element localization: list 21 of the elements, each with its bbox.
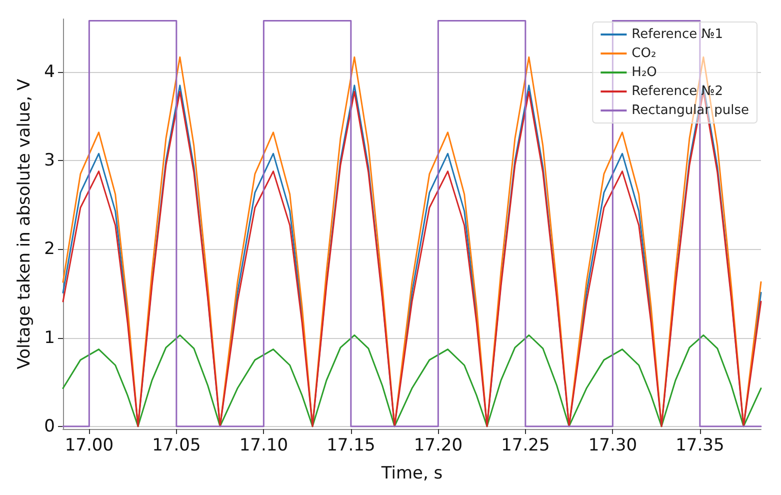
x-tick-label: 17.10: [239, 436, 288, 456]
legend-label: Reference №2: [632, 84, 724, 99]
legend-label: Reference №1: [632, 27, 724, 42]
y-tick-label: 2: [44, 239, 55, 260]
legend-label: CO₂: [632, 46, 656, 61]
y-tick-label: 0: [44, 416, 55, 436]
x-tick-label: 17.25: [501, 436, 550, 456]
y-tick-label: 4: [44, 62, 55, 82]
line-series: [62, 334, 762, 428]
x-tick-label: 17.05: [152, 436, 201, 456]
x-tick-label: 17.20: [414, 436, 463, 456]
x-tick-label: 17.00: [64, 436, 114, 456]
x-axis-title: Time, s: [380, 464, 443, 484]
y-tick-label: 1: [44, 328, 55, 348]
y-tick-label: 3: [44, 150, 55, 171]
legend-label: Rectangular pulse: [632, 103, 750, 118]
y-axis-title: Voltage taken in absolute value, V: [14, 78, 34, 370]
x-tick-label: 17.15: [326, 436, 376, 456]
x-tick-label: 17.30: [588, 436, 638, 456]
x-tick-label: 17.35: [676, 436, 724, 456]
legend-label: H₂O: [632, 65, 657, 80]
